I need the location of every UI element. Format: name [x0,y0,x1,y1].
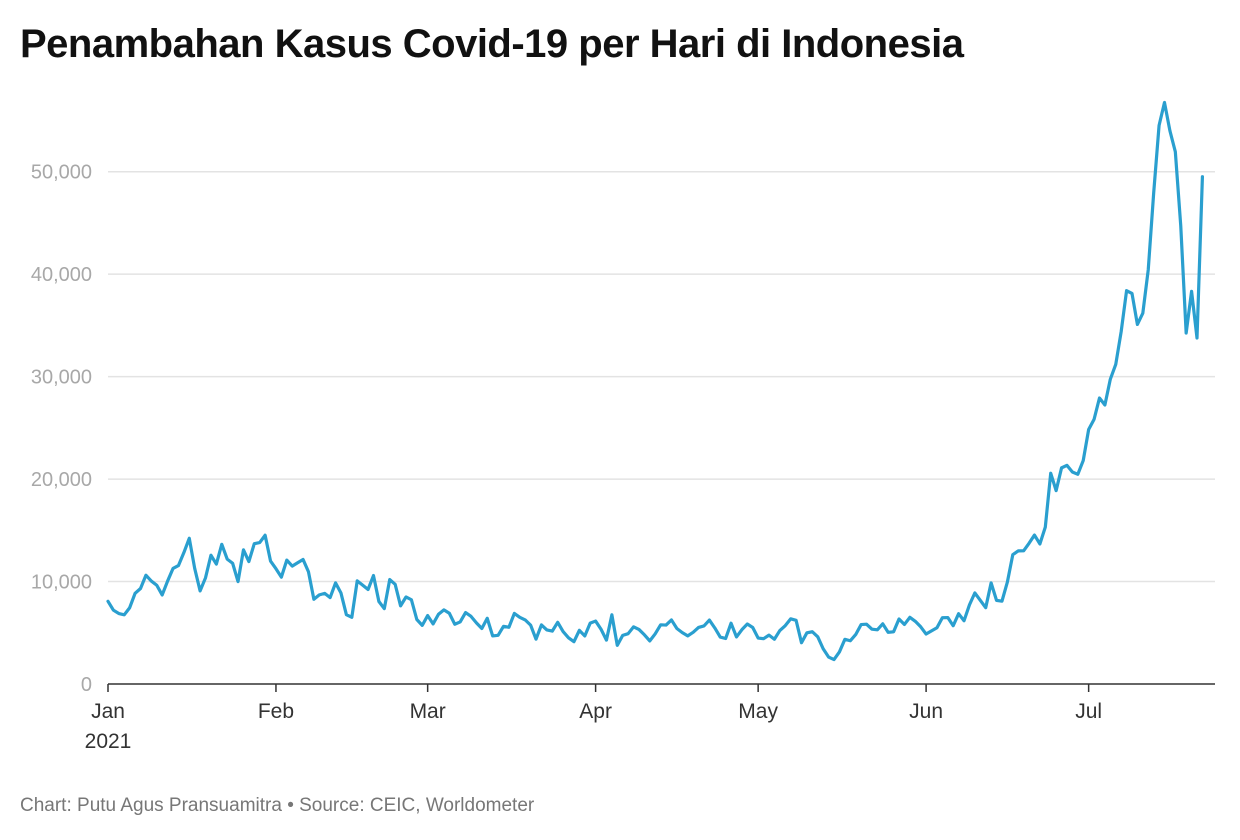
chart-title: Penambahan Kasus Covid-19 per Hari di In… [20,22,964,66]
y-tick-label: 0 [81,674,92,696]
x-tick-label: Feb [258,700,294,723]
y-tick-label: 30,000 [31,367,92,389]
gridlines [108,170,1215,583]
x-tick-label: Mar [410,700,446,723]
line-chart: 0 10,000 20,000 30,000 40,000 50,000 Jan 2021 F… [31,100,1215,753]
x-axis-ticks: Jan 2021 Feb Mar Apr May Jun Jul [85,684,1102,753]
x-tick-label: Apr [579,700,612,723]
x-tick-label: Jan [91,700,125,723]
x-tick-sublabel: 2021 [85,730,132,753]
y-axis-ticks: 0 10,000 20,000 30,000 40,000 50,000 [31,162,92,696]
x-tick-label: Jul [1075,700,1102,723]
x-tick-label: May [738,700,778,723]
chart-footer: Chart: Putu Agus Pransuamitra • Source: … [20,795,535,816]
series-line [106,100,1205,662]
x-tick-label: Jun [909,700,943,723]
y-tick-label: 10,000 [31,572,92,594]
y-tick-label: 40,000 [31,264,92,286]
y-tick-label: 50,000 [31,162,92,184]
y-tick-label: 20,000 [31,469,92,491]
